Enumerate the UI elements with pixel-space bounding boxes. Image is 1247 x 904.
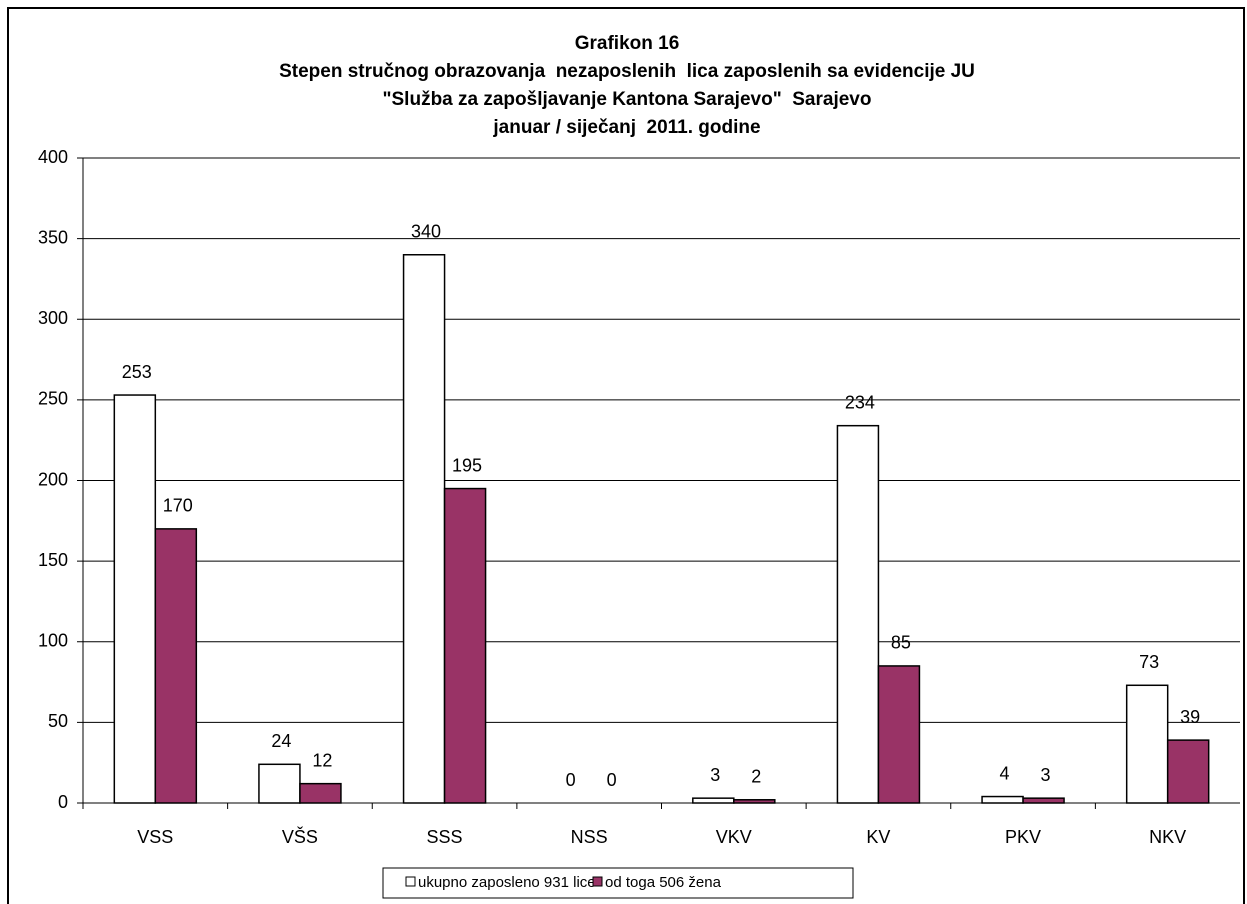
y-tick-label: 250 — [38, 389, 68, 409]
bar — [1166, 739, 1210, 804]
y-tick-label: 400 — [38, 147, 68, 167]
data-label: 195 — [452, 455, 482, 475]
bar — [877, 665, 921, 804]
x-tick-label: VKV — [716, 827, 752, 847]
data-label: 39 — [1180, 707, 1200, 727]
bar — [981, 795, 1024, 804]
y-tick-label: 150 — [38, 550, 68, 570]
x-tick-label: VSS — [137, 827, 173, 847]
data-label: 2 — [751, 767, 761, 787]
bar — [402, 254, 446, 804]
bar — [154, 528, 198, 804]
data-label: 12 — [312, 750, 332, 770]
data-label: 3 — [1041, 765, 1051, 785]
data-label: 340 — [411, 222, 441, 242]
chart-title: Grafikon 16 — [575, 33, 680, 54]
data-label: 0 — [566, 770, 576, 790]
x-tick-label: PKV — [1005, 827, 1041, 847]
bar — [836, 424, 880, 804]
data-label: 4 — [1000, 763, 1010, 783]
bar — [1125, 684, 1169, 804]
y-tick-label: 200 — [38, 469, 68, 489]
chart-title: januar / siječanj 2011. godine — [492, 117, 760, 138]
bar — [113, 394, 157, 804]
chart-title: Stepen stručnog obrazovanja nezaposlenih… — [279, 61, 975, 82]
x-tick-label: NSS — [571, 827, 608, 847]
bar — [299, 782, 342, 804]
x-tick-label: KV — [866, 827, 890, 847]
legend-label: od toga 506 žena — [605, 874, 722, 891]
legend-swatch — [405, 876, 416, 887]
chart-title: "Služba za zapošljavanje Kantona Sarajev… — [383, 89, 872, 110]
bar — [692, 797, 735, 804]
y-tick-label: 100 — [38, 631, 68, 651]
legend-box — [382, 867, 854, 899]
legend-label: ukupno zaposleno 931 lice — [418, 874, 596, 891]
bar — [1022, 797, 1065, 804]
bar — [258, 763, 301, 804]
data-label: 73 — [1139, 652, 1159, 672]
chart-border — [7, 7, 1245, 904]
y-tick-label: 300 — [38, 308, 68, 328]
legend-swatch — [592, 876, 603, 887]
data-label: 24 — [271, 731, 291, 751]
x-tick-label: NKV — [1149, 827, 1186, 847]
bar — [443, 487, 487, 804]
data-label: 253 — [122, 362, 152, 382]
data-label: 0 — [607, 770, 617, 790]
data-label: 85 — [891, 633, 911, 653]
y-tick-label: 350 — [38, 227, 68, 247]
data-label: 3 — [710, 765, 720, 785]
data-label: 170 — [163, 496, 193, 516]
y-tick-label: 0 — [58, 792, 68, 812]
data-label: 234 — [845, 392, 875, 412]
x-tick-label: SSS — [427, 827, 463, 847]
x-tick-label: VŠS — [282, 826, 318, 847]
y-tick-label: 50 — [48, 711, 68, 731]
